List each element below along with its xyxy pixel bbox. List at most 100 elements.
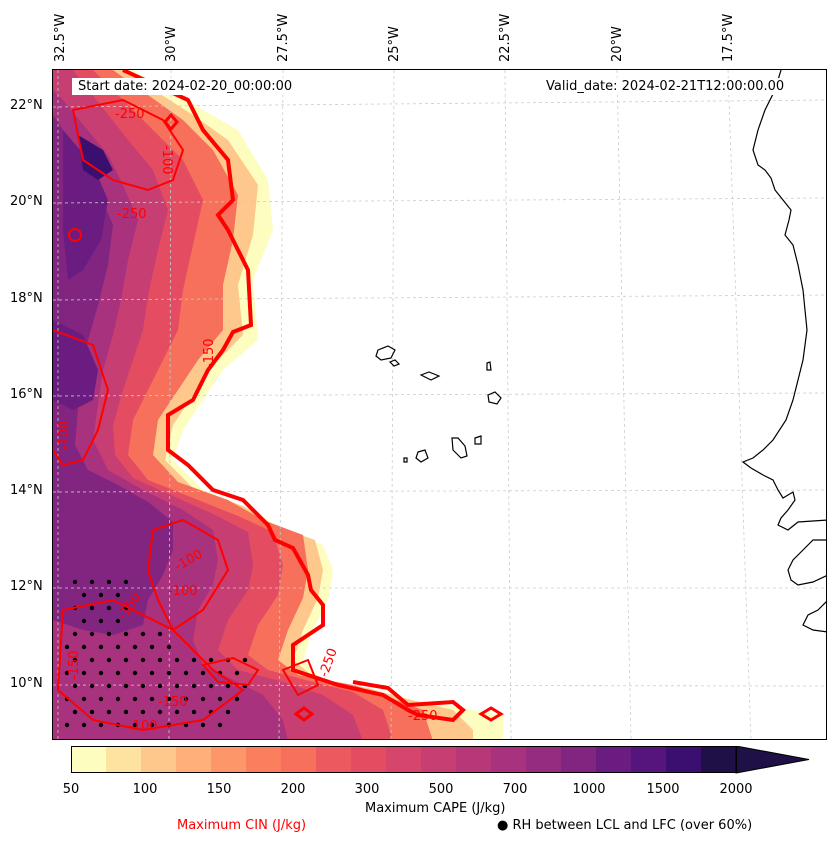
lon-label: 32.5°W xyxy=(53,13,68,62)
rh-stipple xyxy=(149,696,155,702)
cin-contour-small xyxy=(163,112,179,132)
colorbar-cell xyxy=(421,746,457,773)
rh-stipple xyxy=(157,657,163,663)
maio-island xyxy=(474,435,482,445)
rh-stipple xyxy=(132,670,138,676)
africa-coastline xyxy=(741,70,826,633)
rh-stipple xyxy=(106,579,112,585)
map-canvas: -250 -250 -100 -150 -100 -100 -150 -150 … xyxy=(53,70,826,739)
sal-island xyxy=(486,361,492,371)
rh-stipple xyxy=(132,722,138,728)
colorbar-cell xyxy=(141,746,177,773)
rh-stipple xyxy=(200,722,206,728)
cb-tick: 100 xyxy=(132,782,158,797)
rh-stipple xyxy=(200,696,206,702)
rh-stipple xyxy=(217,722,223,728)
rh-stipple xyxy=(72,631,78,637)
rh-stipple xyxy=(200,670,206,676)
cin-label: -150 xyxy=(158,695,188,710)
rh-stipple xyxy=(174,683,180,689)
cape-band-1500b xyxy=(53,320,98,410)
rh-stipple xyxy=(81,618,87,624)
rh-stipple xyxy=(217,696,223,702)
rh-stipple xyxy=(72,657,78,663)
cin-contours xyxy=(53,70,504,732)
cin-label: -100 xyxy=(57,420,72,450)
cin-contour-small xyxy=(478,706,504,722)
rh-stipple xyxy=(132,696,138,702)
brava-island xyxy=(403,457,408,463)
colorbar-cell xyxy=(666,746,702,773)
cin-contour xyxy=(146,518,230,632)
cin-label: -150 xyxy=(202,338,217,368)
boa-vista-island xyxy=(487,391,502,405)
rh-stipple xyxy=(115,618,121,624)
colorbar-cell xyxy=(631,746,667,773)
rh-stipple xyxy=(89,657,95,663)
lon-label: 20°W xyxy=(610,26,625,62)
colorbar-cell xyxy=(526,746,562,773)
cb-tick: 2000 xyxy=(719,782,753,797)
rh-stipple xyxy=(132,644,138,650)
rh-stipple xyxy=(191,657,197,663)
lat-label: 18°N xyxy=(10,291,43,306)
fogo-island xyxy=(415,449,429,463)
rh-stipple xyxy=(140,657,146,663)
rh-stipple xyxy=(242,657,248,663)
colorbar-cell xyxy=(561,746,597,773)
coastlines xyxy=(375,70,826,633)
cin-legend-label: Maximum CIN (J/kg) xyxy=(177,818,307,833)
rh-stipple xyxy=(106,657,112,663)
rh-stipple xyxy=(174,709,180,715)
map-panel[interactable]: -250 -250 -100 -150 -100 -100 -150 -150 … xyxy=(52,69,827,740)
cb-tick: 1000 xyxy=(572,782,606,797)
rh-stipple xyxy=(89,683,95,689)
rh-stipple xyxy=(81,722,87,728)
rh-stipple xyxy=(225,709,231,715)
rh-stipple xyxy=(81,670,87,676)
lat-label: 22°N xyxy=(10,98,43,113)
cape-band-2000 xyxy=(78,135,113,180)
cin-contour xyxy=(281,658,320,697)
rh-stipple xyxy=(183,696,189,702)
cin-label: -250 xyxy=(115,107,145,122)
cin-contour-thick xyxy=(122,70,466,723)
rh-stipple xyxy=(89,631,95,637)
cin-contour xyxy=(53,329,110,467)
rh-stipple xyxy=(89,579,95,585)
rh-stipple xyxy=(98,670,104,676)
rh-stipple xyxy=(115,592,121,598)
rh-stipple xyxy=(208,683,214,689)
rh-stipple xyxy=(191,709,197,715)
rh-stipple xyxy=(166,670,172,676)
lon-label: 30°W xyxy=(164,26,179,62)
rh-stipple xyxy=(72,579,78,585)
start-date-label: Start date: 2024-02-20_00:00:00 xyxy=(72,78,299,95)
cb-tick: 500 xyxy=(428,782,454,797)
lat-label: 10°N xyxy=(10,676,43,691)
cin-contour xyxy=(71,98,185,192)
cin-label: -150 xyxy=(67,650,82,680)
colorbar-cell xyxy=(456,746,492,773)
santiago-island xyxy=(451,437,468,459)
lon-label: 25°W xyxy=(387,26,402,62)
rh-stipple xyxy=(115,644,121,650)
rh-stipple xyxy=(64,644,70,650)
rh-stipple xyxy=(81,592,87,598)
lat-label: 12°N xyxy=(10,579,43,594)
rh-stipple xyxy=(140,709,146,715)
rh-legend-label: RH between LCL and LFC (over 60%) xyxy=(512,818,753,833)
cb-tick: 1500 xyxy=(646,782,680,797)
rh-stipple xyxy=(81,644,87,650)
rh-stipple xyxy=(72,683,78,689)
lat-label: 20°N xyxy=(10,194,43,209)
rh-stipple xyxy=(140,683,146,689)
rh-stipple xyxy=(149,644,155,650)
rh-stipple xyxy=(174,657,180,663)
lat-label: 16°N xyxy=(10,387,43,402)
rh-stipple xyxy=(98,592,104,598)
rh-legend: ● RH between LCL and LFC (over 60%) xyxy=(497,818,752,833)
colorbar-cell xyxy=(281,746,317,773)
rh-stipple xyxy=(191,683,197,689)
rh-stipple xyxy=(157,631,163,637)
